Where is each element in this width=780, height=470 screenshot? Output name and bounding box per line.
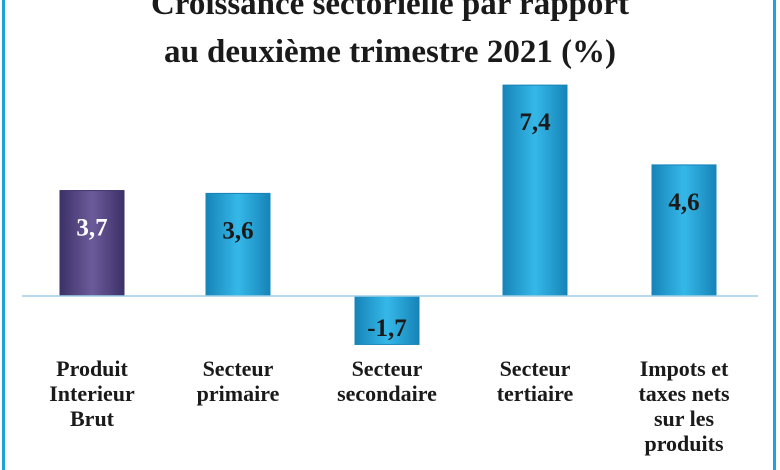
- category-label-line: sur les: [653, 406, 715, 431]
- value-label-3: -1,7: [367, 315, 407, 342]
- category-label-line: Interieur: [49, 381, 135, 406]
- category-label-line: Secteur: [351, 356, 423, 381]
- value-label-4: 7,4: [519, 109, 551, 136]
- category-label-3: Secteur secondaire: [317, 356, 457, 406]
- category-label-line: taxes nets: [638, 381, 730, 406]
- category-label-line: tertiaire: [496, 381, 574, 406]
- bar-5: [651, 164, 717, 297]
- value-label-2: 3,6: [222, 217, 253, 244]
- chart-title-line-1: Croissance sectorielle par rapport: [150, 0, 630, 22]
- category-label-line: Secteur: [202, 356, 274, 381]
- category-label-line: secondaire: [337, 381, 437, 406]
- bar-2: [205, 192, 271, 297]
- value-label-5: 4,6: [668, 189, 699, 216]
- chart-title-line-2: au deuxième trimestre 2021 (%): [163, 34, 617, 70]
- category-label-line: primaire: [196, 381, 280, 406]
- bar-4: [502, 84, 568, 297]
- category-label-5: Impots et taxes nets sur les produits: [614, 356, 754, 456]
- bar-1: [59, 190, 125, 297]
- bar-3: [354, 295, 420, 345]
- category-label-line: Impots et: [639, 356, 729, 381]
- category-label-4: Secteur tertiaire: [465, 356, 605, 406]
- category-label-2: Secteur primaire: [168, 356, 308, 406]
- category-label-1: Produit Interieur Brut: [22, 356, 162, 431]
- category-label-line: Secteur: [499, 356, 571, 381]
- category-label-line: Produit: [56, 356, 128, 381]
- category-label-line: produits: [644, 431, 724, 456]
- value-label-1: 3,7: [76, 215, 107, 242]
- category-label-line: Brut: [70, 406, 114, 431]
